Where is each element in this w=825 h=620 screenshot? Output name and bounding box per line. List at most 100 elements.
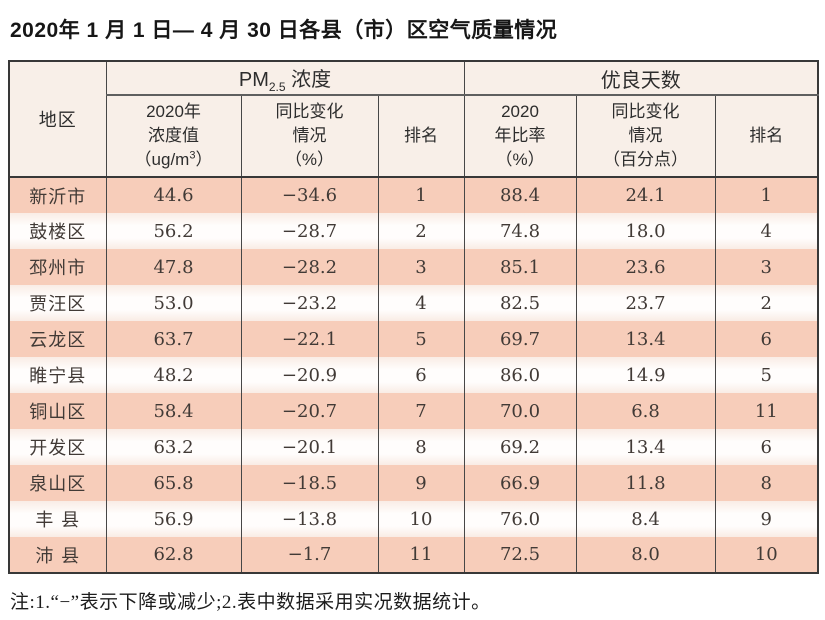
cell-good-change: 23.7	[575, 285, 716, 321]
cell-good-change: 8.4	[575, 501, 716, 537]
cell-pm25-value: 53.0	[105, 285, 241, 321]
cell-region: 新沂市	[9, 176, 106, 213]
cell-region: 铜山区	[29, 402, 87, 423]
cell-good-rate: 82.5	[463, 285, 577, 321]
cell-pm25-change: −20.9	[240, 357, 378, 393]
cell-good-rate: 74.8	[463, 213, 577, 249]
cell-region: 泉山区	[29, 474, 87, 495]
cell-good-rate: 76.0	[463, 501, 577, 537]
good-rate-line3: （%）	[495, 150, 545, 170]
cell-region: 贾汪区	[29, 294, 87, 315]
col-header-pm25-change: 同比变化 情况 （%）	[240, 94, 378, 177]
pm25-change-line2: 情况	[292, 125, 327, 145]
pm25-change-line3: （%）	[284, 150, 335, 170]
pm25-value-line2: 浓度值	[148, 125, 199, 145]
cell-region: 开发区	[29, 438, 87, 459]
pm25-unit-post: ）	[195, 150, 213, 170]
cell-pm25-value: 63.2	[105, 429, 241, 465]
cell-good-rank: 11	[714, 393, 819, 429]
col-header-good-rate: 2020 年比率 （%）	[463, 94, 577, 177]
pm25-unit-pre: （ug/m	[134, 150, 190, 170]
cell-pm25-rank: 2	[377, 213, 465, 249]
cell-good-change: 11.8	[575, 465, 716, 501]
cell-good-change: 8.0	[575, 537, 716, 573]
cell-pm25-change: −13.8	[240, 501, 378, 537]
good-change-line3: （百分点）	[603, 150, 689, 170]
pm25-value-line1: 2020年	[146, 101, 201, 121]
cell-good-rank: 9	[714, 501, 819, 537]
table-row: 丰 县 56.9 −13.8 10 76.0 8.4 9	[9, 501, 819, 537]
cell-pm25-change: −34.6	[240, 176, 378, 213]
cell-pm25-value: 44.6	[105, 176, 241, 213]
footnote: 注:1.“−”表示下降或减少;2.表中数据采用实况数据统计。	[10, 592, 491, 613]
cell-pm25-rank: 11	[377, 537, 465, 573]
header-group-row: 地区 PM2.5 浓度 优良天数	[9, 61, 819, 177]
cell-good-change: 13.4	[575, 321, 716, 357]
col-group-good-days: 优良天数	[463, 61, 819, 95]
cell-pm25-value: 48.2	[105, 357, 241, 393]
cell-good-rate: 86.0	[463, 357, 577, 393]
cell-good-rate: 66.9	[463, 465, 577, 501]
table-row: 邳州市 47.8 −28.2 3 85.1 23.6 3	[9, 249, 819, 285]
pm25-value-line3: （ug/m3）	[107, 148, 241, 172]
cell-pm25-rank: 9	[377, 465, 465, 501]
good-rate-line1: 2020	[501, 101, 539, 121]
cell-pm25-change: −1.7	[240, 537, 378, 573]
table-header: 地区 PM2.5 浓度 优良天数 2020年 浓度值 （ug/m3） 同比变化 …	[9, 61, 819, 177]
pm25-change-line1: 同比变化	[275, 101, 344, 121]
cell-good-rank: 8	[714, 465, 819, 501]
table-row: 开发区 63.2 −20.1 8 69.2 13.4 6	[9, 429, 819, 465]
cell-pm25-value: 47.8	[105, 249, 241, 285]
col-header-pm25-value: 2020年 浓度值 （ug/m3）	[105, 94, 241, 177]
cell-pm25-change: −28.2	[240, 249, 378, 285]
cell-good-rate: 69.2	[463, 429, 577, 465]
cell-good-rate: 69.7	[463, 321, 577, 357]
air-quality-table: 地区 PM2.5 浓度 优良天数 2020年 浓度值 （ug/m3） 同比变化 …	[8, 60, 820, 574]
cell-pm25-rank: 8	[377, 429, 465, 465]
cell-pm25-value: 63.7	[105, 321, 241, 357]
cell-pm25-value: 56.9	[105, 501, 241, 537]
cell-good-rate: 88.4	[463, 176, 577, 213]
cell-pm25-change: −18.5	[240, 465, 378, 501]
cell-good-change: 6.8	[575, 393, 716, 429]
cell-pm25-rank: 3	[377, 249, 465, 285]
cell-pm25-rank: 7	[377, 393, 465, 429]
cell-pm25-rank: 1	[377, 176, 465, 213]
cell-pm25-value: 65.8	[105, 465, 241, 501]
cell-pm25-rank: 4	[377, 285, 465, 321]
cell-region: 沛 县	[35, 545, 81, 567]
cell-good-rate: 85.1	[463, 249, 577, 285]
header-sub-row: 2020年 浓度值 （ug/m3） 同比变化 情况 （%） 排名 2020 年比…	[9, 94, 819, 177]
pm25-label-base: PM	[238, 68, 269, 91]
cell-pm25-change: −22.1	[240, 321, 378, 357]
table-row: 新沂市 44.6 −34.6 1 88.4 24.1 1	[9, 176, 819, 213]
table-body: 新沂市 44.6 −34.6 1 88.4 24.1 1 鼓楼区 56.2 −2…	[9, 176, 819, 573]
good-rate-line2: 年比率	[494, 125, 546, 145]
cell-pm25-value: 58.4	[105, 393, 241, 429]
cell-good-rank: 3	[714, 249, 819, 285]
good-change-line2: 情况	[628, 125, 663, 145]
cell-pm25-change: −23.2	[240, 285, 378, 321]
good-change-line1: 同比变化	[611, 101, 680, 121]
table-row: 沛 县 62.8 −1.7 11 72.5 8.0 10	[9, 537, 819, 573]
cell-region: 邳州市	[29, 258, 87, 279]
pm25-unit-superscript: 3	[189, 149, 196, 162]
cell-good-rank: 1	[714, 176, 819, 213]
table-row: 贾汪区 53.0 −23.2 4 82.5 23.7 2	[9, 285, 819, 321]
cell-good-rank: 10	[714, 537, 819, 573]
col-header-region: 地区	[9, 61, 106, 177]
cell-region: 鼓楼区	[29, 222, 87, 243]
cell-good-change: 23.6	[575, 249, 716, 285]
cell-pm25-rank: 5	[377, 321, 465, 357]
cell-pm25-change: −20.1	[240, 429, 378, 465]
pm25-label-rest: 浓度	[285, 68, 332, 91]
col-group-pm25: PM2.5 浓度	[105, 61, 465, 95]
cell-pm25-change: −20.7	[240, 393, 378, 429]
cell-good-rank: 6	[714, 321, 819, 357]
table-row: 鼓楼区 56.2 −28.7 2 74.8 18.0 4	[9, 213, 819, 249]
cell-good-rank: 2	[714, 285, 819, 321]
table-row: 铜山区 58.4 −20.7 7 70.0 6.8 11	[9, 393, 819, 429]
cell-region: 云龙区	[29, 330, 87, 351]
cell-region: 丰 县	[35, 510, 81, 531]
